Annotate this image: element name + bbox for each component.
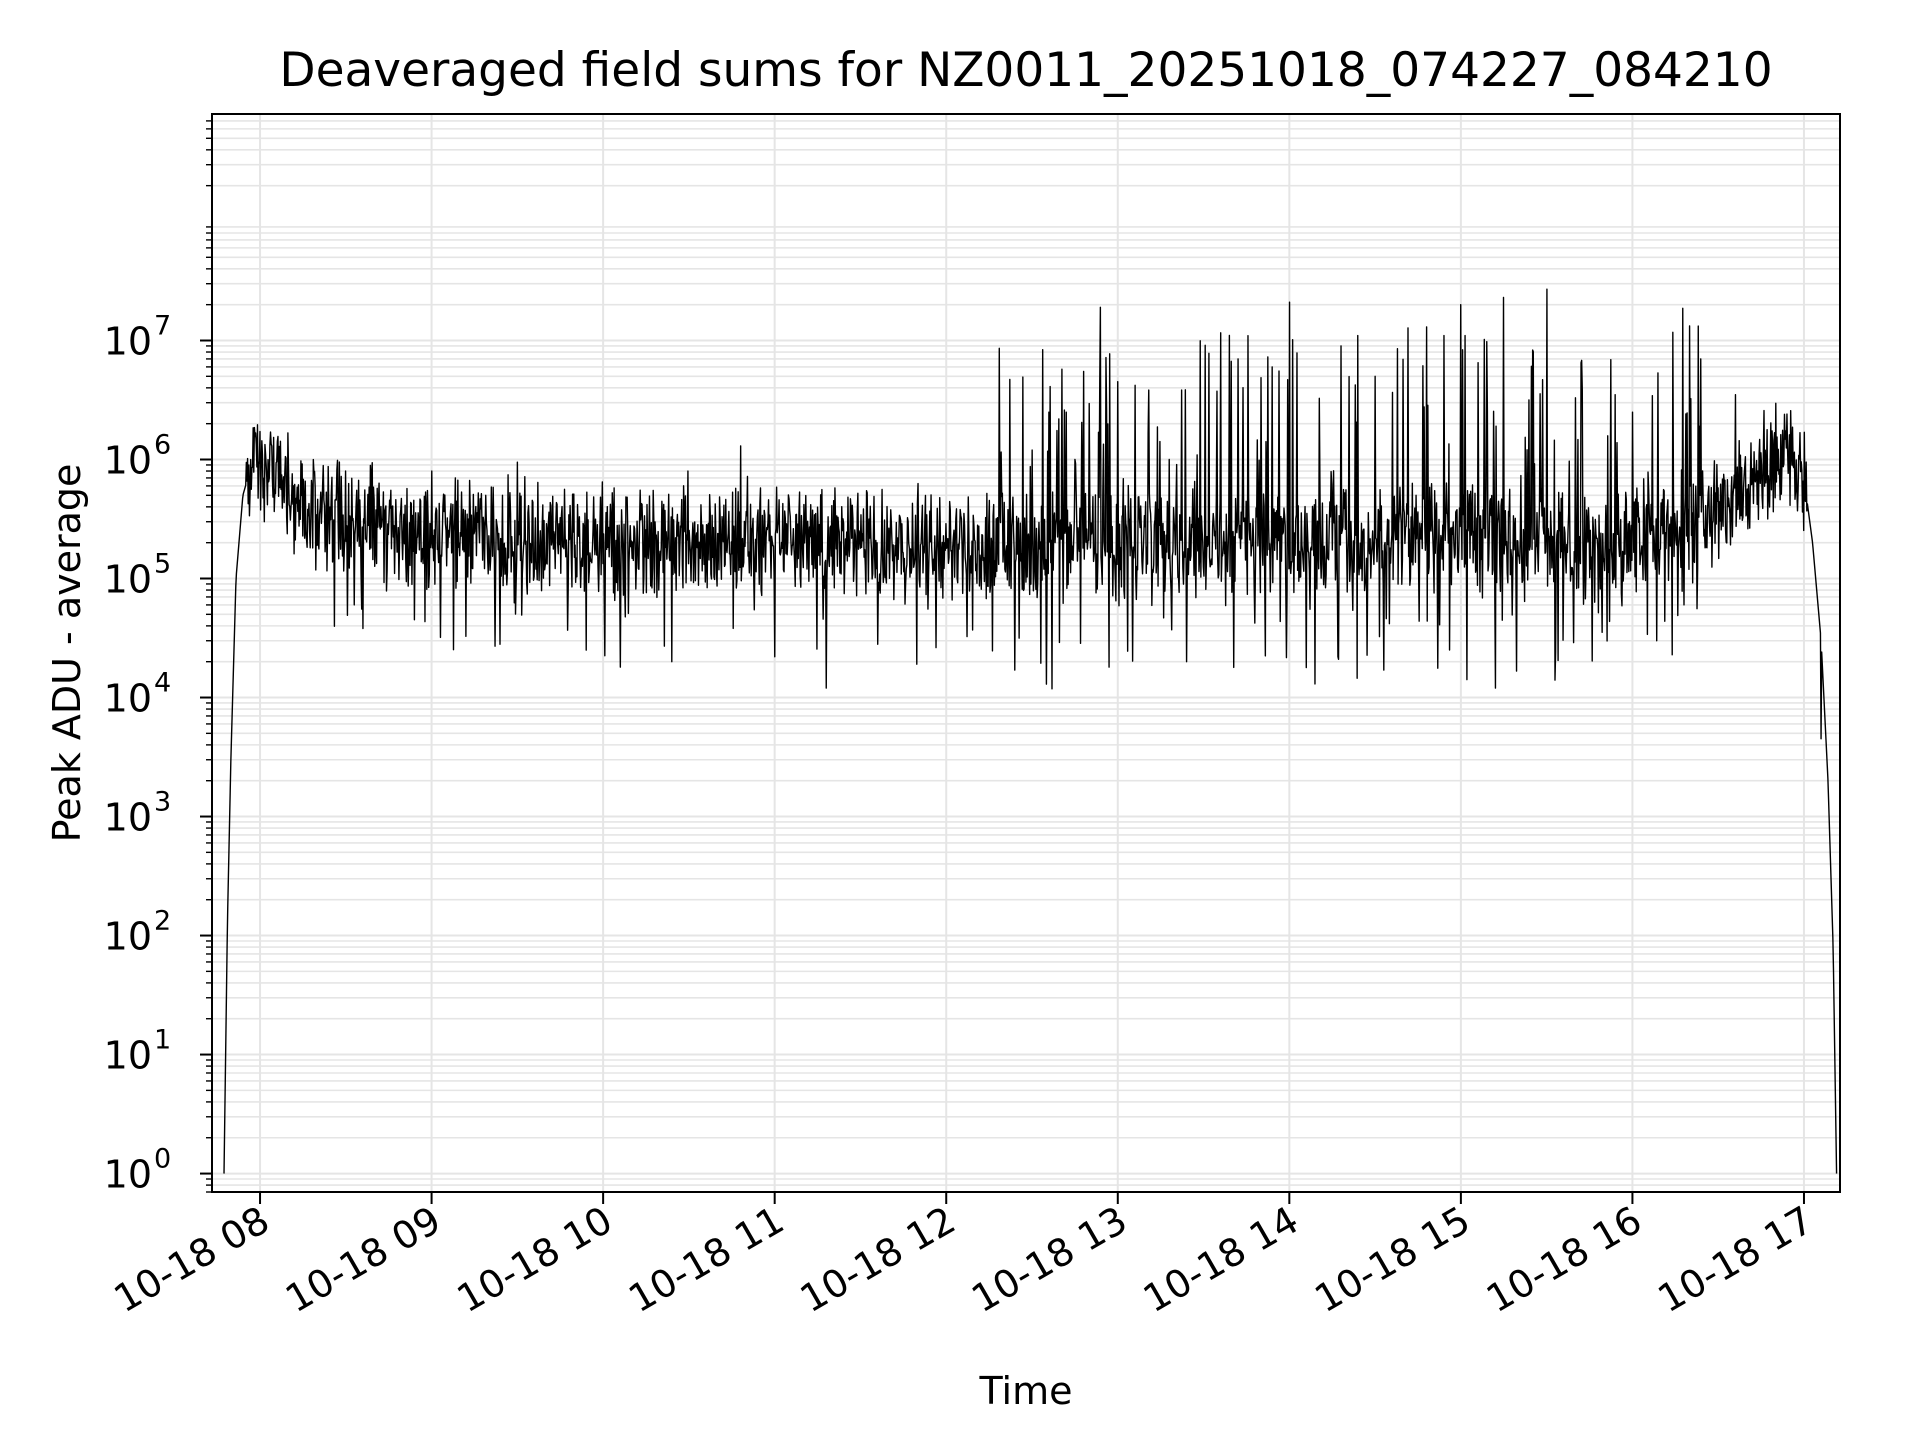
y-tick-label: 10 xyxy=(104,319,152,363)
x-axis-label: Time xyxy=(979,1369,1073,1413)
chart-title: Deaveraged field sums for NZ0011_2025101… xyxy=(279,43,1772,98)
y-tick-label: 10 xyxy=(104,1153,152,1197)
series-group xyxy=(223,288,1838,1174)
y-tick-exponent: 4 xyxy=(154,668,171,699)
y-tick-label: 10 xyxy=(104,438,152,482)
y-tick-exponent: 1 xyxy=(154,1025,171,1056)
y-tick-label: 10 xyxy=(104,1034,152,1078)
y-tick-label: 10 xyxy=(104,796,152,840)
y-tick-exponent: 2 xyxy=(154,906,171,937)
y-tick-label: 10 xyxy=(104,915,152,959)
y-tick-label: 10 xyxy=(104,558,152,602)
y-tick-exponent: 6 xyxy=(154,429,171,460)
minor-grid xyxy=(212,120,1840,1193)
y-tick-label: 10 xyxy=(104,677,152,721)
y-axis-label: Peak ADU - average xyxy=(45,464,89,843)
y-tick-exponent: 3 xyxy=(154,787,171,818)
y-tick-exponent: 0 xyxy=(154,1144,171,1175)
axes-frame xyxy=(211,113,1841,1193)
y-tick-exponent: 5 xyxy=(154,549,171,580)
data-series-line xyxy=(223,288,1838,1174)
y-tick-exponent: 7 xyxy=(154,310,171,341)
